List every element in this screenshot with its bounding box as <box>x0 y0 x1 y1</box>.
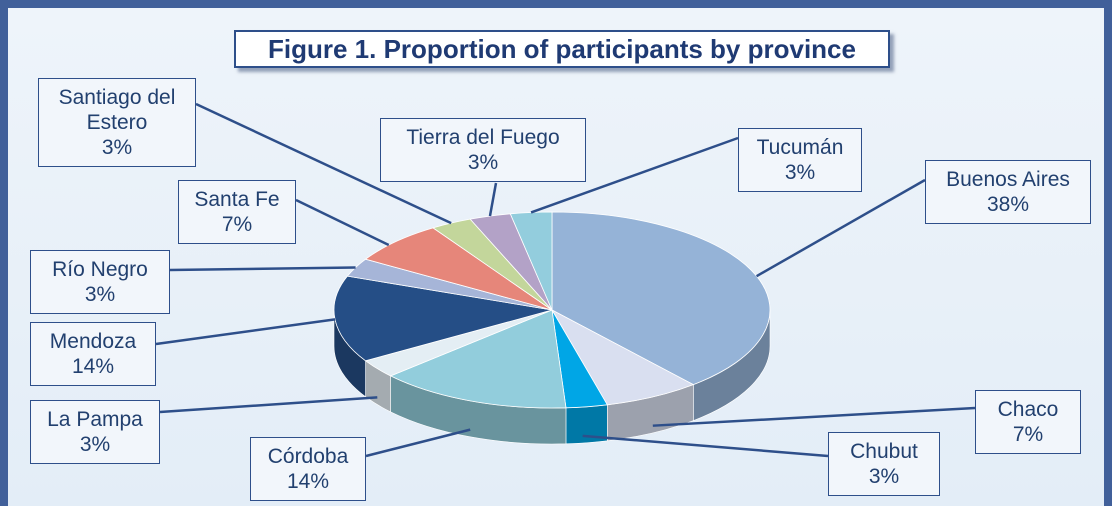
data-label-box: Chubut 3% <box>828 432 940 496</box>
data-label-box: Córdoba 14% <box>250 437 366 501</box>
value-label: 38% <box>986 193 1030 216</box>
data-label-box: Chaco 7% <box>975 390 1081 454</box>
data-label-box: Santa Fe 7% <box>178 180 296 244</box>
slice <box>509 211 553 311</box>
chart <box>155 102 976 458</box>
value-label: 14% <box>286 470 330 493</box>
value-label: 14% <box>71 355 115 378</box>
leader-line <box>159 396 378 414</box>
category-label: Santa Fe <box>194 188 280 211</box>
leader-line <box>530 136 739 214</box>
category-label: Tucumán <box>756 136 844 159</box>
value-label: 7% <box>1012 423 1044 446</box>
data-label-box: Río Negro 3% <box>30 250 170 314</box>
value-label: 3% <box>101 136 133 159</box>
value-label: 3% <box>868 465 900 488</box>
chart-title: Figure 1. Proportion of participants by … <box>234 30 890 68</box>
category-label: Chubut <box>850 440 918 463</box>
category-label: Mendoza <box>49 330 137 353</box>
leader-line <box>652 406 976 427</box>
category-label: La Pampa <box>47 408 143 431</box>
data-label-box: Tierra del Fuego 3% <box>380 118 586 182</box>
data-label-box: Santiago del Estero 3% <box>38 78 196 167</box>
data-label-box: Mendoza 14% <box>30 322 156 386</box>
data-label-box: Tucumán 3% <box>738 128 862 192</box>
slice <box>389 309 567 409</box>
category-label: Río Negro <box>52 258 148 281</box>
slice <box>333 275 553 362</box>
leader-line <box>755 178 926 278</box>
value-label: 3% <box>784 161 816 184</box>
leader-line <box>582 434 829 458</box>
value-label: 7% <box>221 213 253 236</box>
value-label: 3% <box>467 151 499 174</box>
category-label: Chaco <box>997 398 1059 421</box>
data-label-box: Buenos Aires 38% <box>925 160 1091 224</box>
data-label-box: La Pampa 3% <box>30 400 160 464</box>
value-label: 3% <box>79 433 111 456</box>
leader-line <box>295 198 390 247</box>
category-label: Tierra del Fuego <box>406 126 560 149</box>
leader-line <box>488 182 498 217</box>
value-label: 3% <box>84 283 116 306</box>
category-label: Córdoba <box>267 445 349 468</box>
category-label: Buenos Aires <box>946 168 1070 191</box>
leader-line <box>169 266 356 272</box>
leader-line <box>195 102 452 225</box>
leader-line <box>365 428 471 458</box>
leader-line <box>155 318 336 346</box>
category-label: Santiago del Estero <box>58 86 176 134</box>
